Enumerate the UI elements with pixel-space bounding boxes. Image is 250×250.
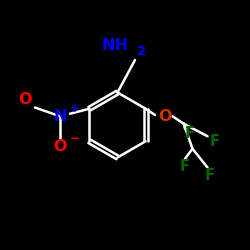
Text: F: F <box>185 126 195 141</box>
Text: F: F <box>210 134 220 149</box>
Text: O: O <box>53 139 67 154</box>
Text: NH: NH <box>102 38 129 52</box>
Text: 2: 2 <box>138 45 146 58</box>
Text: O: O <box>18 92 32 108</box>
Text: O: O <box>158 109 172 124</box>
Text: N: N <box>53 109 67 124</box>
Text: +: + <box>70 102 80 115</box>
Text: F: F <box>180 159 190 174</box>
Text: −: − <box>70 132 80 145</box>
Text: F: F <box>205 168 215 182</box>
